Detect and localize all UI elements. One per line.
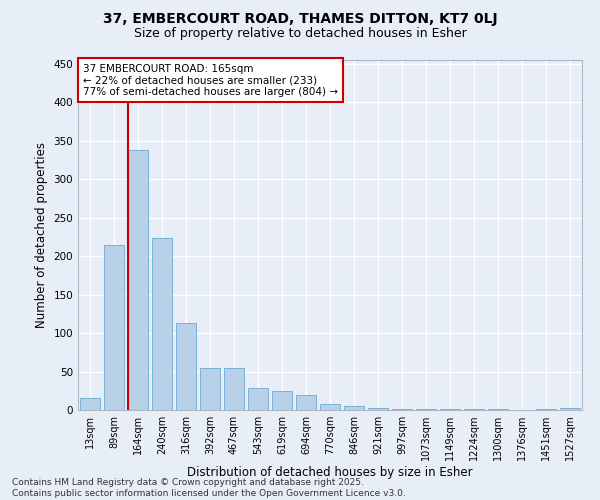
Bar [248, 388, 268, 410]
Bar [296, 396, 316, 410]
Bar [488, 409, 508, 410]
X-axis label: Distribution of detached houses by size in Esher: Distribution of detached houses by size … [187, 466, 473, 479]
Bar [200, 368, 220, 410]
Bar [104, 244, 124, 410]
Bar [368, 408, 388, 410]
Bar [416, 409, 436, 410]
Bar [272, 391, 292, 410]
Bar [176, 323, 196, 410]
Text: Size of property relative to detached houses in Esher: Size of property relative to detached ho… [134, 28, 466, 40]
Y-axis label: Number of detached properties: Number of detached properties [35, 142, 48, 328]
Text: Contains HM Land Registry data © Crown copyright and database right 2025.
Contai: Contains HM Land Registry data © Crown c… [12, 478, 406, 498]
Text: 37 EMBERCOURT ROAD: 165sqm
← 22% of detached houses are smaller (233)
77% of sem: 37 EMBERCOURT ROAD: 165sqm ← 22% of deta… [83, 64, 338, 96]
Bar [152, 238, 172, 410]
Bar [80, 398, 100, 410]
Bar [560, 408, 580, 410]
Bar [392, 409, 412, 410]
Bar [440, 409, 460, 410]
Bar [344, 406, 364, 410]
Bar [464, 409, 484, 410]
Bar [128, 150, 148, 410]
Bar [320, 404, 340, 410]
Bar [224, 368, 244, 410]
Text: 37, EMBERCOURT ROAD, THAMES DITTON, KT7 0LJ: 37, EMBERCOURT ROAD, THAMES DITTON, KT7 … [103, 12, 497, 26]
Bar [536, 409, 556, 410]
